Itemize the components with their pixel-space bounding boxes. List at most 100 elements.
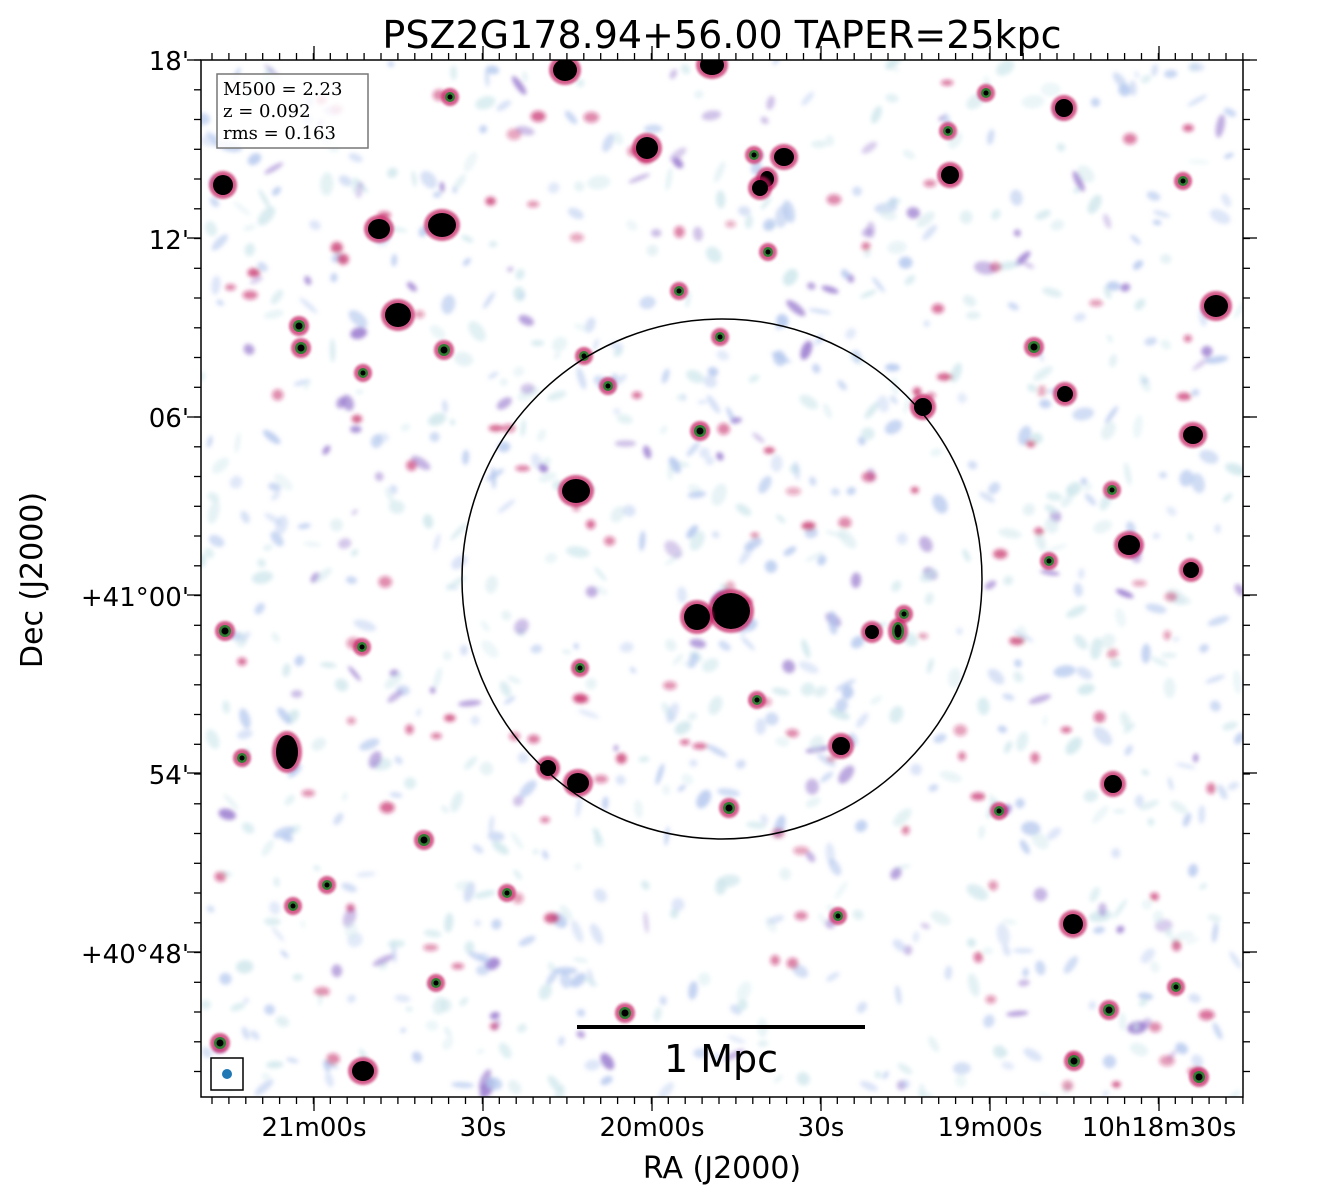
noise-blob — [771, 687, 790, 696]
noise-blob — [708, 696, 723, 715]
noise-blob — [474, 919, 482, 927]
noise-blob — [1014, 659, 1022, 668]
noise-blob — [1211, 922, 1219, 943]
y-tick-label: 06' — [149, 404, 189, 434]
noise-blob — [218, 808, 236, 821]
noise-blob — [878, 208, 897, 221]
noise-blob — [499, 378, 508, 386]
radio-source — [748, 691, 766, 709]
noise-blob — [1102, 1054, 1117, 1069]
noise-blob — [257, 206, 276, 226]
noise-blob — [1233, 298, 1243, 319]
radio-source — [498, 884, 516, 902]
noise-blob — [1209, 209, 1231, 224]
faint-source — [953, 724, 968, 736]
noise-blob — [576, 367, 587, 390]
noise-blob — [1160, 254, 1172, 264]
noise-blob — [546, 970, 558, 985]
noise-blob — [1115, 589, 1134, 599]
y-tick-label: +41°00' — [81, 583, 189, 613]
noise-blob — [615, 775, 626, 785]
noise-blob — [1106, 281, 1121, 291]
noise-blob — [997, 725, 1008, 733]
noise-blob — [520, 383, 535, 394]
noise-blob — [1109, 354, 1117, 368]
noise-blob — [303, 541, 322, 548]
noise-blob — [266, 1060, 284, 1069]
noise-blob — [264, 917, 281, 926]
noise-blob — [705, 456, 715, 466]
noise-blob — [805, 551, 825, 562]
noise-blob — [1003, 575, 1014, 586]
faint-source — [1171, 939, 1182, 952]
noise-blob — [286, 1057, 299, 1063]
noise-blob — [513, 869, 522, 880]
noise-blob — [1022, 261, 1035, 269]
noise-blob — [1112, 72, 1128, 90]
noise-blob — [638, 756, 650, 763]
noise-blob — [1035, 960, 1046, 976]
noise-blob — [476, 964, 490, 976]
noise-blob — [953, 1062, 971, 1075]
faint-source — [717, 423, 730, 435]
noise-blob — [707, 366, 719, 377]
noise-blob — [660, 425, 668, 435]
radio-source — [895, 605, 913, 623]
source-core — [676, 288, 682, 294]
noise-blob — [826, 971, 840, 982]
noise-blob — [1073, 582, 1083, 597]
noise-blob — [982, 947, 993, 955]
noise-blob — [677, 784, 686, 792]
faint-source — [793, 846, 810, 855]
noise-blob — [288, 764, 302, 778]
noise-blob — [671, 898, 685, 912]
noise-blob — [714, 161, 726, 183]
faint-source — [985, 995, 997, 1004]
radio-source — [745, 146, 763, 164]
noise-blob — [1022, 503, 1035, 516]
faint-source — [1163, 630, 1172, 641]
radio-source — [571, 659, 589, 677]
noise-blob — [1199, 449, 1219, 464]
chart-title: PSZ2G178.94+56.00 TAPER=25kpc — [382, 13, 1061, 57]
noise-blob — [243, 343, 255, 355]
x-tick-label: 30s — [460, 1113, 507, 1143]
radio-source — [536, 756, 560, 780]
noise-blob — [904, 274, 916, 286]
radio-source — [696, 60, 728, 79]
source-core — [447, 94, 453, 100]
noise-blob — [338, 538, 352, 549]
noise-blob — [1073, 634, 1088, 650]
faint-source — [725, 220, 736, 228]
noise-blob — [299, 297, 318, 314]
noise-blob — [796, 1072, 810, 1086]
noise-blob — [355, 871, 376, 878]
faint-source — [1060, 726, 1072, 734]
faint-source — [1183, 334, 1193, 343]
radio-source — [289, 316, 309, 336]
radio-source — [209, 171, 237, 199]
noise-blob — [1063, 955, 1078, 974]
noise-blob — [887, 240, 907, 254]
noise-blob — [689, 759, 698, 767]
noise-blob — [829, 708, 850, 720]
noise-blob — [735, 759, 746, 769]
noise-blob — [686, 441, 700, 457]
faint-source — [237, 657, 247, 666]
noise-blob — [517, 1023, 527, 1033]
source-core — [914, 398, 932, 416]
info-redshift: z = 0.092 — [223, 101, 311, 122]
noise-blob — [464, 756, 478, 770]
noise-blob — [507, 675, 521, 684]
noise-blob — [1047, 827, 1062, 840]
noise-blob — [209, 196, 220, 208]
noise-blob — [432, 996, 448, 1015]
faint-source — [530, 110, 546, 122]
noise-blob — [510, 832, 524, 850]
radio-source — [990, 802, 1008, 820]
noise-blob — [984, 580, 997, 590]
noise-blob — [703, 375, 718, 388]
faint-source — [1198, 1009, 1215, 1021]
noise-blob — [852, 909, 864, 920]
noise-blob — [1139, 373, 1151, 392]
